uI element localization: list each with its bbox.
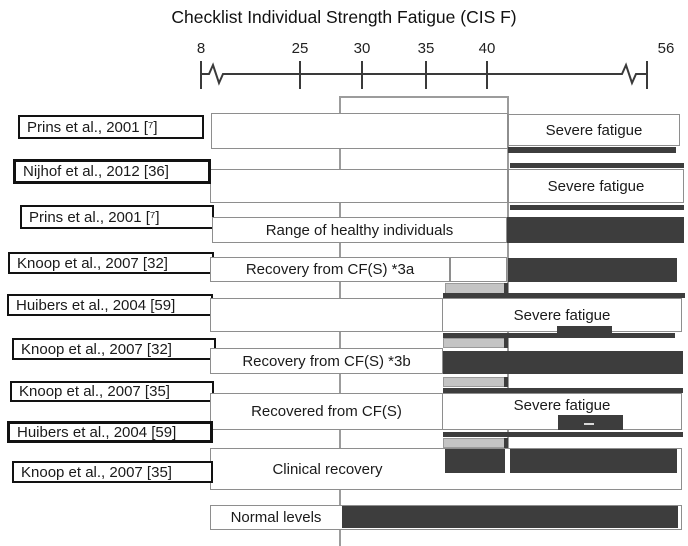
healthy-range-box: Range of healthy individuals: [212, 217, 507, 243]
dark-bar-below-row7: [443, 432, 683, 437]
study-label-row9: Knoop et al., 2007 [35]: [12, 461, 213, 483]
overlap-gray-bar-below-row6: [443, 377, 505, 387]
severe-fatigue-label: Severe fatigue: [545, 121, 643, 139]
empty-range-box-row4: [450, 257, 507, 282]
range-box-row2: [210, 169, 508, 203]
axis-tick-35: [425, 61, 427, 89]
study-label-row4: Knoop et al., 2007 [32]: [8, 252, 214, 274]
overlap-tick-row8: [504, 438, 508, 448]
overlap-gray-bar-row8: [443, 438, 505, 448]
severe-fatigue-label: Severe fatigue: [513, 397, 611, 414]
axis-tick-label-25: 25: [291, 40, 309, 57]
dark-bar-below-row5: [443, 333, 675, 338]
chart-title: Checklist Individual Strength Fatigue (C…: [171, 7, 517, 27]
axis-line: [201, 73, 647, 75]
axis-break-right-icon: [616, 61, 642, 87]
guide-line-top: [339, 96, 509, 98]
axis-break-left-icon: [203, 61, 229, 87]
study-label-text: Knoop et al., 2007 [35]: [19, 383, 170, 400]
clinical-recovery-label: Clinical recovery: [272, 460, 383, 478]
study-label-text: Huibers et al., 2004 [59]: [16, 296, 176, 314]
study-label-row8: Huibers et al., 2004 [59]: [7, 421, 213, 443]
study-label-text: Nijhof et al., 2012 [36]: [23, 163, 169, 180]
normal-levels-label: Normal levels: [230, 509, 322, 526]
recovery-3a-box: Recovery from CF(S) *3a: [210, 257, 450, 282]
axis-tick-56: [646, 61, 648, 89]
dark-bar-below-row2: [510, 205, 684, 210]
axis-tick-label-35: 35: [417, 40, 435, 57]
severe-fatigue-label: Severe fatigue: [513, 306, 611, 324]
severe-fatigue-box-row2: Severe fatigue: [508, 169, 684, 203]
study-label-row3: Prins et al., 2001 [⁷]: [20, 205, 214, 229]
severe-fatigue-box-row1: Severe fatigue: [508, 114, 680, 146]
recovered-box: Recovered from CF(S): [210, 393, 443, 430]
study-label-row1: Prins et al., 2001 [⁷]: [18, 115, 204, 139]
axis-tick-label-40: 40: [478, 40, 496, 57]
dark-bar-row4: [508, 258, 677, 282]
axis-tick-25: [299, 61, 301, 89]
study-label-text: Knoop et al., 2007 [32]: [17, 254, 168, 272]
dark-bar-row10: [342, 506, 678, 528]
marker-dash-row7: [584, 423, 594, 425]
study-label-text: Huibers et al., 2004 [59]: [17, 423, 177, 441]
study-label-text: Prins et al., 2001 [⁷]: [29, 208, 160, 226]
study-label-row7: Knoop et al., 2007 [35]: [10, 381, 214, 402]
overlap-tick-above-row6: [504, 338, 508, 348]
dark-bar-left-row9: [445, 449, 505, 473]
study-label-text: Prins et al., 2001 [⁷]: [27, 118, 158, 136]
axis-tick-label-56: 56: [657, 40, 675, 57]
recovery-3b-box: Recovery from CF(S) *3b: [210, 348, 443, 374]
recovery-3a-label: Recovery from CF(S) *3a: [245, 261, 415, 278]
overlap-tick-below-row6: [504, 377, 508, 387]
study-label-text: Knoop et al., 2007 [35]: [21, 463, 172, 481]
recovered-label: Recovered from CF(S): [251, 403, 402, 420]
normal-levels-label-wrap: Normal levels: [210, 505, 342, 530]
study-label-row2: Nijhof et al., 2012 [36]: [13, 159, 211, 184]
dark-bar-above-row5: [443, 293, 685, 298]
dark-bar-right-row9: [510, 449, 677, 473]
range-box-row1: [211, 113, 508, 149]
overlap-gray-bar-above-row6: [443, 338, 505, 348]
axis-tick-30: [361, 61, 363, 89]
dark-bar-above-row2: [510, 163, 684, 168]
axis-tick-8: [200, 61, 202, 89]
axis-tick-40: [486, 61, 488, 89]
dark-bar-above-row7: [443, 388, 683, 393]
recovery-3b-label: Recovery from CF(S) *3b: [242, 352, 411, 370]
study-label-row6: Knoop et al., 2007 [32]: [12, 338, 216, 360]
dark-bar-row3: [507, 217, 684, 243]
dark-bar-row1: [508, 147, 676, 153]
healthy-range-label: Range of healthy individuals: [265, 221, 454, 239]
marker-segment-row5: [557, 326, 612, 334]
axis-tick-label-8: 8: [196, 40, 206, 57]
range-box-row5: [210, 298, 443, 332]
axis-tick-label-30: 30: [353, 40, 371, 57]
study-label-text: Knoop et al., 2007 [32]: [21, 340, 172, 358]
study-label-row5: Huibers et al., 2004 [59]: [7, 294, 213, 316]
severe-fatigue-label: Severe fatigue: [547, 177, 645, 195]
severe-fatigue-box-row5: Severe fatigue: [442, 298, 682, 332]
overlap-tick-row4: [504, 283, 508, 295]
clinical-recovery-label-wrap: Clinical recovery: [220, 448, 435, 490]
marker-box-row7: [558, 415, 623, 430]
dark-bar-row6: [443, 351, 683, 374]
